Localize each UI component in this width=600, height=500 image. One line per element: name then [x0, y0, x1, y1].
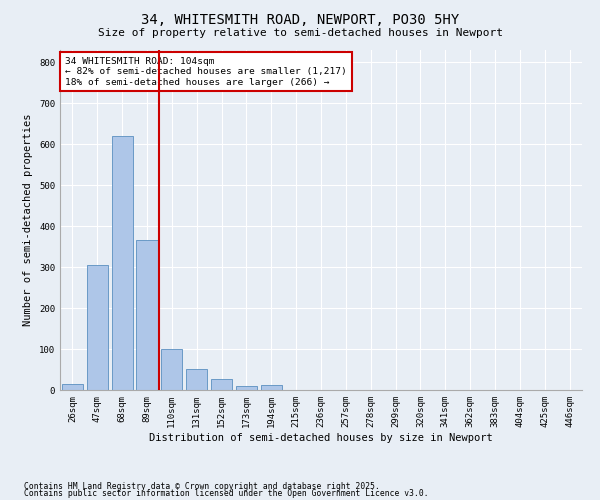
- Bar: [261, 385, 282, 390]
- Bar: [236, 386, 257, 390]
- Text: 34, WHITESMITH ROAD, NEWPORT, PO30 5HY: 34, WHITESMITH ROAD, NEWPORT, PO30 5HY: [141, 12, 459, 26]
- Bar: [186, 368, 207, 390]
- Text: Size of property relative to semi-detached houses in Newport: Size of property relative to semi-detach…: [97, 28, 503, 38]
- Bar: [211, 378, 232, 390]
- Y-axis label: Number of semi-detached properties: Number of semi-detached properties: [23, 114, 34, 326]
- Bar: [136, 240, 158, 390]
- Text: Contains public sector information licensed under the Open Government Licence v3: Contains public sector information licen…: [24, 488, 428, 498]
- Bar: [161, 349, 182, 390]
- X-axis label: Distribution of semi-detached houses by size in Newport: Distribution of semi-detached houses by …: [149, 432, 493, 442]
- Text: 34 WHITESMITH ROAD: 104sqm
← 82% of semi-detached houses are smaller (1,217)
18%: 34 WHITESMITH ROAD: 104sqm ← 82% of semi…: [65, 57, 347, 86]
- Text: Contains HM Land Registry data © Crown copyright and database right 2025.: Contains HM Land Registry data © Crown c…: [24, 482, 380, 491]
- Bar: [112, 136, 133, 390]
- Bar: [62, 384, 83, 390]
- Bar: [87, 265, 108, 390]
